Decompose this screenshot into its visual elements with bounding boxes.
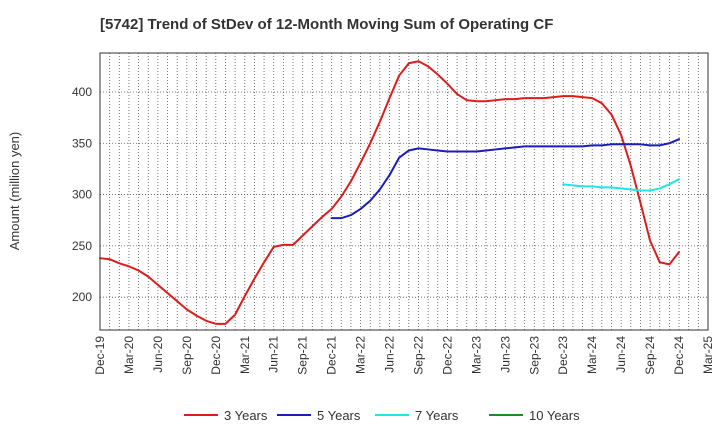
x-tick-label: Dec-23 bbox=[556, 336, 570, 375]
x-tick-label: Jun-20 bbox=[151, 336, 165, 373]
legend: 3 Years 5 Years 7 Years 10 Years bbox=[184, 408, 580, 423]
plot-area bbox=[99, 52, 709, 331]
x-tick-label: Mar-24 bbox=[585, 336, 599, 374]
plot-background bbox=[100, 53, 708, 330]
y-tick-labels: 200 250 300 350 400 bbox=[72, 85, 92, 304]
legend-label: 7 Years bbox=[415, 408, 459, 423]
x-tick-label: Dec-21 bbox=[325, 336, 339, 375]
plot-frame bbox=[99, 52, 709, 331]
x-tick-label: Jun-21 bbox=[267, 336, 281, 373]
chart-title: [5742] Trend of StDev of 12-Month Moving… bbox=[100, 16, 553, 33]
series-line-5-years bbox=[330, 138, 681, 220]
y-tick-label: 200 bbox=[72, 290, 92, 304]
x-tick-label: Sep-24 bbox=[643, 336, 657, 375]
x-tick-label: Mar-22 bbox=[354, 336, 368, 374]
x-tick-label: Mar-23 bbox=[469, 336, 483, 374]
x-tick-label: Dec-24 bbox=[672, 336, 686, 375]
x-tick-label: Sep-22 bbox=[411, 336, 425, 375]
x-tick-label: Dec-20 bbox=[209, 336, 223, 375]
series-line-3-years bbox=[99, 60, 681, 325]
x-tick-label: Sep-20 bbox=[180, 336, 194, 375]
x-tick-label: Dec-22 bbox=[440, 336, 454, 375]
y-tick-label: 300 bbox=[72, 188, 92, 202]
x-tick-label: Sep-23 bbox=[527, 336, 541, 375]
legend-label: 3 Years bbox=[224, 408, 268, 423]
x-tick-label: Dec-19 bbox=[93, 336, 107, 375]
series-line-7-years bbox=[562, 178, 681, 192]
y-tick-label: 400 bbox=[72, 85, 92, 99]
x-tick-label: Sep-21 bbox=[296, 336, 310, 375]
x-tick-label: Mar-21 bbox=[238, 336, 252, 374]
y-axis-label: Amount (million yen) bbox=[7, 132, 22, 251]
x-tick-label: Mar-20 bbox=[122, 336, 136, 374]
x-tick-label: Jun-23 bbox=[498, 336, 512, 373]
x-tick-labels: Dec-19 Mar-20 Jun-20 Sep-20 Dec-20 Mar-21 Jun-… bbox=[93, 336, 715, 375]
gridlines bbox=[100, 53, 708, 330]
y-tick-label: 350 bbox=[72, 136, 92, 150]
legend-label: 10 Years bbox=[529, 408, 580, 423]
x-tick-label: Jun-22 bbox=[383, 336, 397, 373]
x-tick-label: Jun-24 bbox=[614, 336, 628, 373]
x-tick-label: Mar-25 bbox=[701, 336, 715, 374]
series-layer bbox=[99, 60, 681, 325]
legend-label: 5 Years bbox=[317, 408, 361, 423]
y-tick-label: 250 bbox=[72, 239, 92, 253]
